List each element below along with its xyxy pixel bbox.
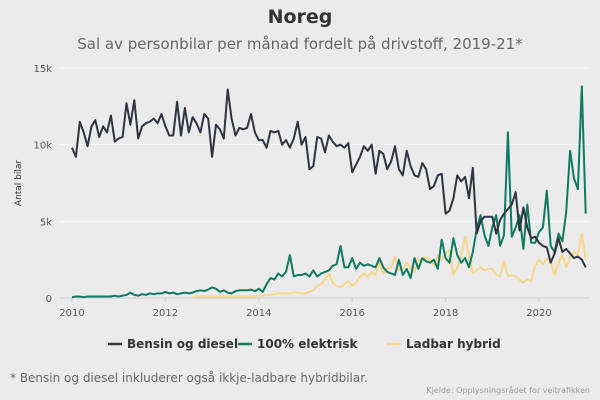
series-line-100-elektrisk: [71, 85, 587, 299]
series-line-bensin-og-diesel: [71, 88, 587, 268]
legend-label: Bensin og diesel: [127, 337, 238, 351]
series-line-ladbar-hybrid: [192, 232, 587, 298]
y-tick-label: 15k: [33, 64, 52, 75]
x-tick-label: 2018: [433, 308, 458, 319]
chart-subtitle: Sal av personbilar per månad fordelt på …: [77, 35, 523, 53]
y-tick-label: 5k: [40, 217, 52, 228]
x-tick-label: 2010: [59, 308, 84, 319]
legend-label: Ladbar hybrid: [406, 337, 501, 351]
y-axis-label: Antal bilar: [14, 160, 24, 206]
legend-item: 100% elektrisk: [238, 337, 359, 351]
source-note: Kjelde: Opplysningsrådet for veitrafikke…: [426, 386, 590, 395]
y-tick-label: 0: [46, 294, 52, 305]
legend-label: 100% elektrisk: [257, 337, 359, 351]
legend-item: Bensin og diesel: [108, 337, 238, 351]
chart-title: Noreg: [267, 6, 333, 28]
x-tick-label: 2012: [153, 308, 178, 319]
x-tick-label: 2014: [246, 308, 271, 319]
legend-item: Ladbar hybrid: [387, 337, 501, 351]
x-tick-label: 2016: [339, 308, 364, 319]
y-tick-label: 10k: [33, 141, 52, 152]
footnote: * Bensin og diesel inkluderer også ikkje…: [10, 371, 368, 385]
x-tick-label: 2020: [526, 308, 551, 319]
